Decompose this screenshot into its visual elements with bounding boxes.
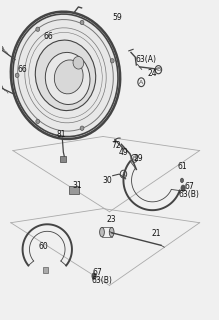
Text: 66: 66 [43, 32, 53, 41]
Text: 23: 23 [107, 215, 117, 224]
Text: B: B [133, 156, 136, 161]
Ellipse shape [13, 14, 118, 137]
Ellipse shape [0, 85, 2, 90]
Text: 30: 30 [102, 176, 112, 185]
Text: B: B [156, 67, 161, 72]
Ellipse shape [110, 59, 114, 63]
Text: 72: 72 [111, 141, 121, 150]
Ellipse shape [36, 119, 40, 124]
Ellipse shape [100, 228, 104, 237]
Text: 61: 61 [178, 162, 187, 171]
Ellipse shape [80, 20, 84, 25]
Ellipse shape [0, 46, 3, 51]
Text: 63(B): 63(B) [178, 190, 199, 199]
Ellipse shape [73, 57, 84, 69]
Text: 60: 60 [38, 242, 48, 251]
Text: A: A [139, 80, 143, 85]
Text: 63(B): 63(B) [92, 276, 112, 285]
Ellipse shape [92, 273, 96, 279]
Text: A: A [122, 172, 126, 177]
Text: 63(A): 63(A) [136, 55, 157, 64]
Ellipse shape [45, 52, 90, 105]
Text: 81: 81 [57, 131, 66, 140]
Ellipse shape [15, 73, 19, 77]
Text: 21: 21 [152, 229, 161, 238]
Ellipse shape [36, 27, 40, 31]
Ellipse shape [54, 60, 83, 94]
Text: 59: 59 [112, 13, 122, 22]
Text: 66: 66 [18, 65, 27, 74]
Text: 49: 49 [118, 148, 128, 157]
Text: 67: 67 [184, 182, 194, 191]
Bar [60, 156, 66, 162]
Bar [69, 186, 79, 194]
Ellipse shape [35, 40, 96, 111]
Text: 29: 29 [134, 154, 143, 163]
Text: 24: 24 [148, 69, 157, 78]
Ellipse shape [180, 178, 184, 183]
Bar [43, 267, 48, 273]
Text: 67: 67 [93, 268, 102, 277]
Ellipse shape [109, 228, 114, 237]
Ellipse shape [80, 126, 84, 130]
Ellipse shape [181, 185, 185, 191]
Text: 31: 31 [72, 180, 82, 189]
